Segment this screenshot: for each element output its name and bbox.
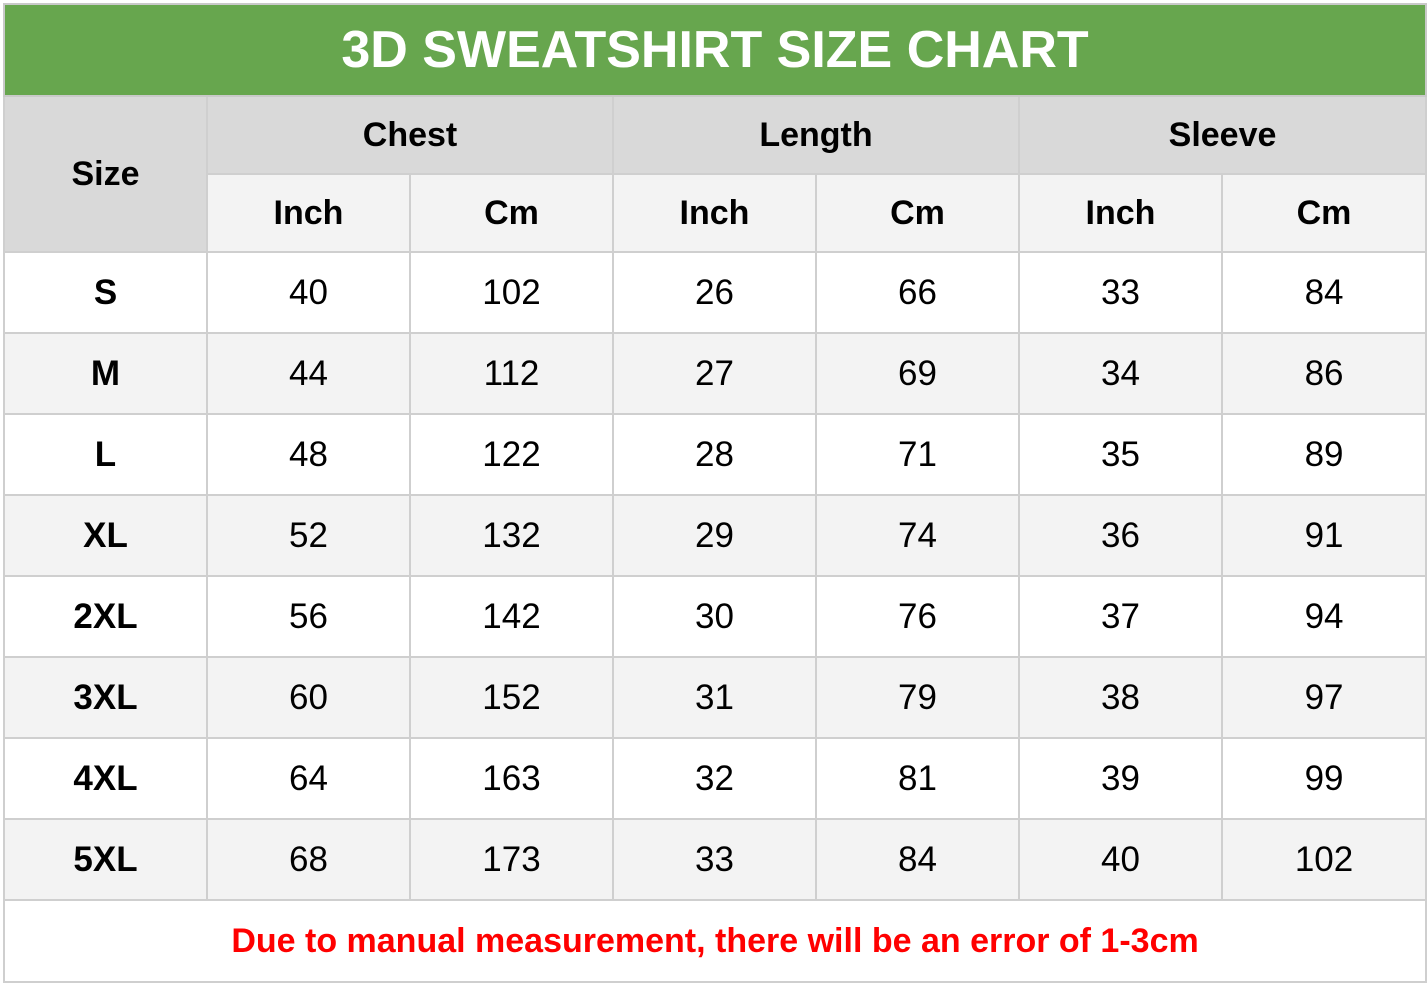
measurement-cell: 30 [612,575,817,658]
measurement-cell: 102 [1220,818,1428,901]
measurement-cell: 84 [815,818,1020,901]
measurement-cell: 40 [1018,818,1223,901]
measurement-cell: 52 [206,494,411,577]
measurement-cell: 81 [815,737,1020,820]
measurement-cell: 94 [1220,575,1428,658]
measurement-cell: 39 [1018,737,1223,820]
unit-header: Inch [612,173,817,253]
measurement-cell: 60 [206,656,411,739]
measurement-cell: 112 [409,332,614,415]
measurement-cell: 152 [409,656,614,739]
table-row: 5XL 68 173 33 84 40 102 [3,818,1428,901]
measurement-note: Due to manual measurement, there will be… [2,899,1428,983]
measurement-cell: 79 [815,656,1020,739]
measurement-cell: 26 [612,251,817,334]
size-cell: 4XL [3,737,208,820]
chest-header: Chest [206,95,614,175]
measurement-cell: 132 [409,494,614,577]
length-header: Length [612,95,1020,175]
table-row: 4XL 64 163 32 81 39 99 [3,737,1428,820]
measurement-cell: 97 [1220,656,1428,739]
measurement-cell: 64 [206,737,411,820]
measurement-cell: 99 [1220,737,1428,820]
size-cell: L [3,413,208,496]
measurement-cell: 142 [409,575,614,658]
measurement-cell: 86 [1220,332,1428,415]
size-cell: M [3,332,208,415]
unit-header: Cm [1220,173,1428,253]
measurement-cell: 33 [1018,251,1223,334]
size-chart-table: 3D SWEATSHIRT SIZE CHART Size Chest Leng… [2,3,1428,983]
measurement-cell: 34 [1018,332,1223,415]
table-row: XL 52 132 29 74 36 91 [3,494,1428,577]
measurement-cell: 163 [409,737,614,820]
measurement-cell: 173 [409,818,614,901]
sleeve-header: Sleeve [1017,95,1428,175]
measurement-cell: 32 [612,737,817,820]
unit-header: Inch [1018,173,1223,253]
unit-header: Cm [815,173,1020,253]
measurement-cell: 29 [612,494,817,577]
measurement-cell: 28 [612,413,817,496]
measurement-cell: 37 [1018,575,1223,658]
measurement-cell: 48 [206,413,411,496]
measurement-cell: 35 [1018,413,1223,496]
measurement-cell: 33 [612,818,817,901]
size-cell: S [3,251,208,334]
measurement-cell: 69 [815,332,1020,415]
measurement-cell: 89 [1220,413,1428,496]
measurement-cell: 71 [815,413,1020,496]
measurement-cell: 102 [409,251,614,334]
measurement-cell: 56 [206,575,411,658]
chart-title: 3D SWEATSHIRT SIZE CHART [2,3,1428,97]
size-header: Size [3,95,208,253]
measurement-cell: 31 [612,656,817,739]
measurement-cell: 122 [409,413,614,496]
table-row: L 48 122 28 71 35 89 [3,413,1428,496]
measurement-cell: 91 [1220,494,1428,577]
size-cell: 2XL [3,575,208,658]
table-row: 3XL 60 152 31 79 38 97 [3,656,1428,739]
measurement-cell: 44 [206,332,411,415]
table-row: 2XL 56 142 30 76 37 94 [3,575,1428,658]
table-row: S 40 102 26 66 33 84 [3,251,1428,334]
measurement-cell: 40 [206,251,411,334]
measurement-cell: 27 [612,332,817,415]
table-row: M 44 112 27 69 34 86 [3,332,1428,415]
size-cell: 5XL [3,818,208,901]
measurement-cell: 74 [815,494,1020,577]
measurement-cell: 66 [815,251,1020,334]
measurement-cell: 36 [1018,494,1223,577]
size-cell: 3XL [3,656,208,739]
size-cell: XL [3,494,208,577]
unit-header: Inch [206,173,411,253]
measurement-cell: 84 [1220,251,1428,334]
measurement-cell: 38 [1018,656,1223,739]
measurement-cell: 76 [815,575,1020,658]
unit-header: Cm [409,173,614,253]
measurement-cell: 68 [206,818,411,901]
